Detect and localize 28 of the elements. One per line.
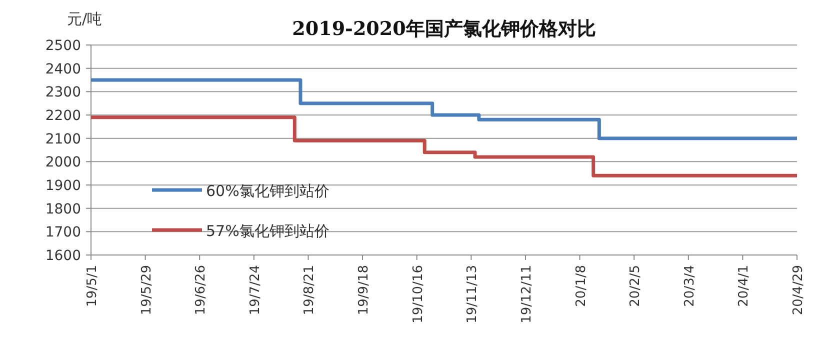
x-tick-label: 20/1/8 — [574, 265, 589, 307]
x-tick-label: 19/12/11 — [519, 265, 534, 324]
x-tick-label: 19/7/24 — [248, 265, 263, 316]
x-tick-label: 20/4/1 — [736, 265, 752, 307]
x-tick-label: 19/6/26 — [194, 265, 209, 316]
x-tick-label: 19/10/16 — [410, 265, 426, 324]
chart-title: 2019-2020年国产氯化钾价格对比 — [292, 18, 596, 40]
x-tick-label: 19/5/1 — [85, 265, 100, 307]
legend-label: 60%氯化钾到站价 — [206, 182, 330, 200]
legend-label: 57%氯化钾到站价 — [206, 222, 330, 240]
y-axis-title: 元/吨 — [67, 10, 102, 28]
x-tick-label: 19/8/21 — [302, 265, 318, 316]
y-tick-label: 1600 — [45, 248, 81, 264]
y-tick-label: 2100 — [45, 131, 81, 148]
x-tick-label: 20/2/5 — [628, 265, 644, 307]
x-tick-label: 20/3/4 — [682, 265, 698, 307]
y-tick-label: 2300 — [45, 84, 81, 101]
x-tick-label: 19/9/18 — [356, 265, 372, 316]
x-tick-label: 19/11/13 — [465, 265, 480, 324]
y-tick-label: 1900 — [45, 178, 81, 194]
y-tick-label: 2500 — [45, 38, 81, 54]
y-tick-label: 2000 — [45, 154, 81, 171]
y-tick-label: 1700 — [45, 224, 81, 241]
y-tick-label: 2200 — [45, 108, 81, 124]
x-tick-label: 19/5/29 — [139, 265, 154, 316]
x-tick-label: 20/4/29 — [791, 265, 806, 316]
y-tick-label: 2400 — [45, 61, 81, 78]
y-tick-label: 1800 — [45, 201, 81, 218]
